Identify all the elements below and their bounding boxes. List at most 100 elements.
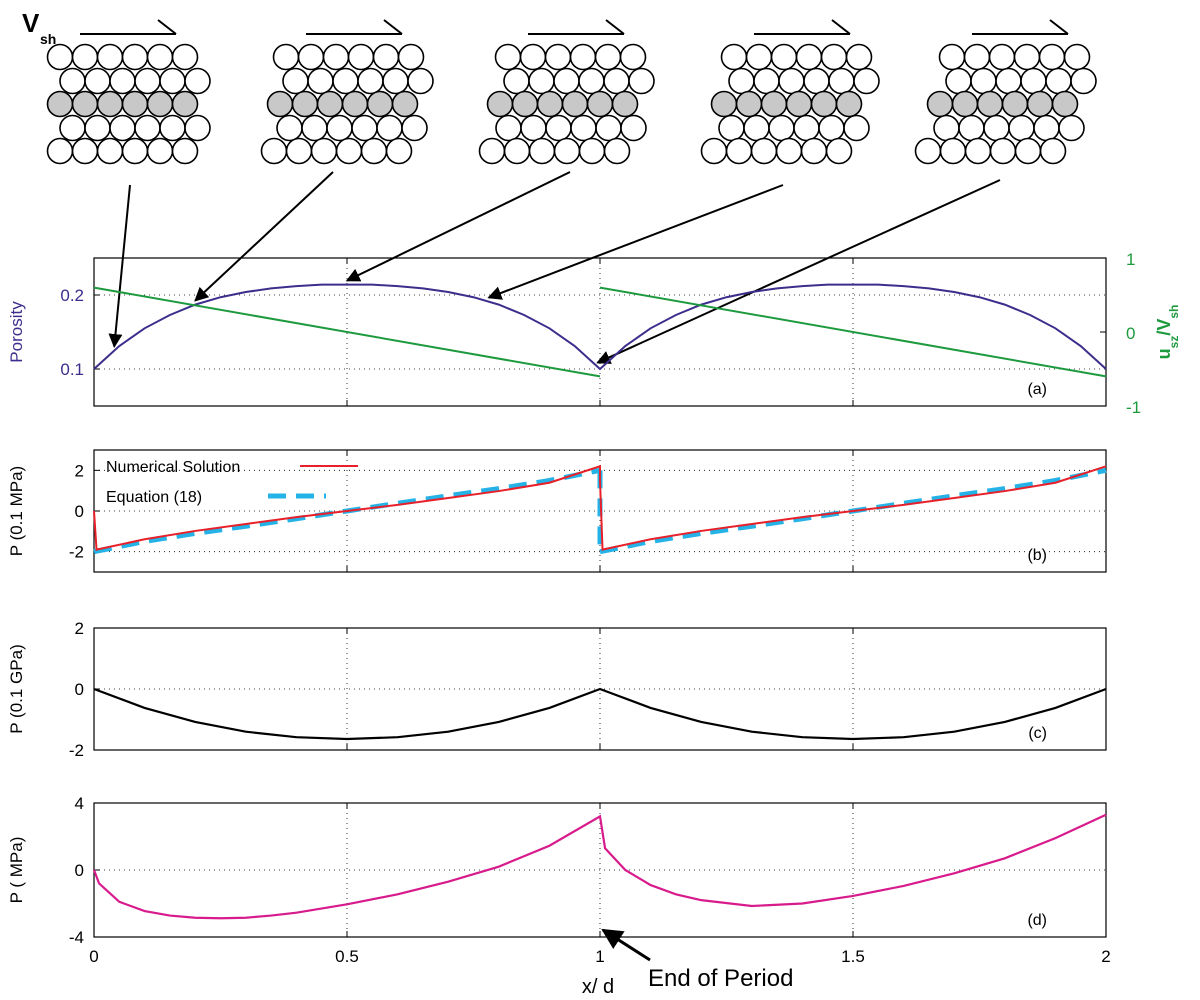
chart-panels: 0.1 0.2 Porosity (a) -1 0 1 usz/Vsh -2 0 2 P (0.1 M…: [7, 250, 1181, 947]
grain: [519, 43, 547, 71]
grain: [1058, 114, 1085, 142]
grain: [146, 90, 174, 118]
grain: [84, 67, 111, 95]
grain: [146, 137, 174, 165]
grain: [372, 43, 400, 71]
grain: [96, 43, 124, 71]
grain-packing-3: [478, 19, 655, 165]
x-tick-label: 1: [595, 947, 604, 966]
grain: [71, 43, 99, 71]
grain: [332, 67, 359, 95]
pointer-arrow-4: [487, 184, 784, 300]
grain: [795, 43, 823, 71]
y-tick-label: 0: [75, 680, 84, 699]
grain: [1008, 114, 1035, 142]
grain: [96, 137, 124, 165]
grain: [611, 90, 639, 118]
grain: [1001, 90, 1029, 118]
grain: [322, 43, 350, 71]
grain: [382, 67, 409, 95]
grain: [1039, 137, 1067, 165]
grain: [503, 67, 530, 95]
grain-packing-5: [914, 19, 1097, 165]
grain: [988, 43, 1016, 71]
y-tick-label: -2: [69, 741, 84, 760]
grain: [171, 43, 199, 71]
panel-b: -2 0 2 P (0.1 MPa) (b) Numerical Solution Equa…: [7, 449, 1107, 573]
grain: [545, 114, 572, 142]
grain: [376, 114, 403, 142]
grain: [528, 137, 556, 165]
grain: [853, 67, 880, 95]
grain: [628, 67, 655, 95]
grain: [828, 67, 855, 95]
grain: [520, 114, 547, 142]
grain: [121, 43, 149, 71]
grain: [397, 43, 425, 71]
grain: [793, 114, 820, 142]
grain: [753, 67, 780, 95]
grain: [735, 90, 763, 118]
grain: [1038, 43, 1066, 71]
grain: [578, 137, 606, 165]
y-tick-label: 4: [75, 794, 84, 813]
grain: [307, 67, 334, 95]
grain: [933, 114, 960, 142]
y2-label-u: u: [1154, 348, 1174, 359]
grain: [700, 137, 728, 165]
y-tick-label: 0: [75, 502, 84, 521]
grain: [620, 114, 647, 142]
grain: [486, 90, 514, 118]
panel-label: (d): [1027, 912, 1047, 929]
x-axis: 0 0.5 1 1.5 2: [89, 947, 1110, 966]
grain: [351, 114, 378, 142]
grain: [775, 137, 803, 165]
packing-pointer-arrows: [108, 171, 1001, 364]
grain: [770, 43, 798, 71]
grain: [945, 67, 972, 95]
grain: [511, 90, 539, 118]
grain: [291, 90, 319, 118]
grain: [357, 67, 384, 95]
y-axis-label: P ( MPa): [7, 837, 26, 904]
series-porosity-line: [93, 283, 1107, 371]
grain: [561, 90, 589, 118]
grain: [810, 90, 838, 118]
grain: [820, 43, 848, 71]
x-tick-label: 2: [1101, 947, 1110, 966]
grain: [553, 67, 580, 95]
grain: [710, 90, 738, 118]
grain: [1013, 43, 1041, 71]
grain: [159, 114, 186, 142]
shear-arrow-head: [157, 19, 177, 35]
grain: [720, 43, 748, 71]
grain: [1051, 90, 1079, 118]
grain: [171, 90, 199, 118]
grain: [46, 43, 74, 71]
grain: [1033, 114, 1060, 142]
grain-packing-1: [46, 19, 211, 165]
shear-arrow-head: [605, 19, 625, 35]
grain: [134, 67, 161, 95]
grain: [989, 137, 1017, 165]
y-tick-label: -2: [69, 543, 84, 562]
grain: [938, 43, 966, 71]
grain: [310, 137, 338, 165]
x-tick-label: 0: [89, 947, 98, 966]
pointer-arrow-1: [108, 184, 131, 349]
grain: [1045, 67, 1072, 95]
pointer-arrow-2: [194, 171, 334, 302]
grain: [366, 90, 394, 118]
series-velocity-line-1: [93, 286, 601, 378]
grain: [276, 114, 303, 142]
grain: [569, 43, 597, 71]
vsh-label: V: [22, 8, 40, 38]
panel-label: (a): [1027, 381, 1047, 398]
grain: [341, 90, 369, 118]
grain: [725, 137, 753, 165]
shear-arrow-head: [831, 19, 851, 35]
grain: [146, 43, 174, 71]
grain: [951, 90, 979, 118]
pointer-arrow-5: [596, 179, 1001, 364]
grain: [1020, 67, 1047, 95]
